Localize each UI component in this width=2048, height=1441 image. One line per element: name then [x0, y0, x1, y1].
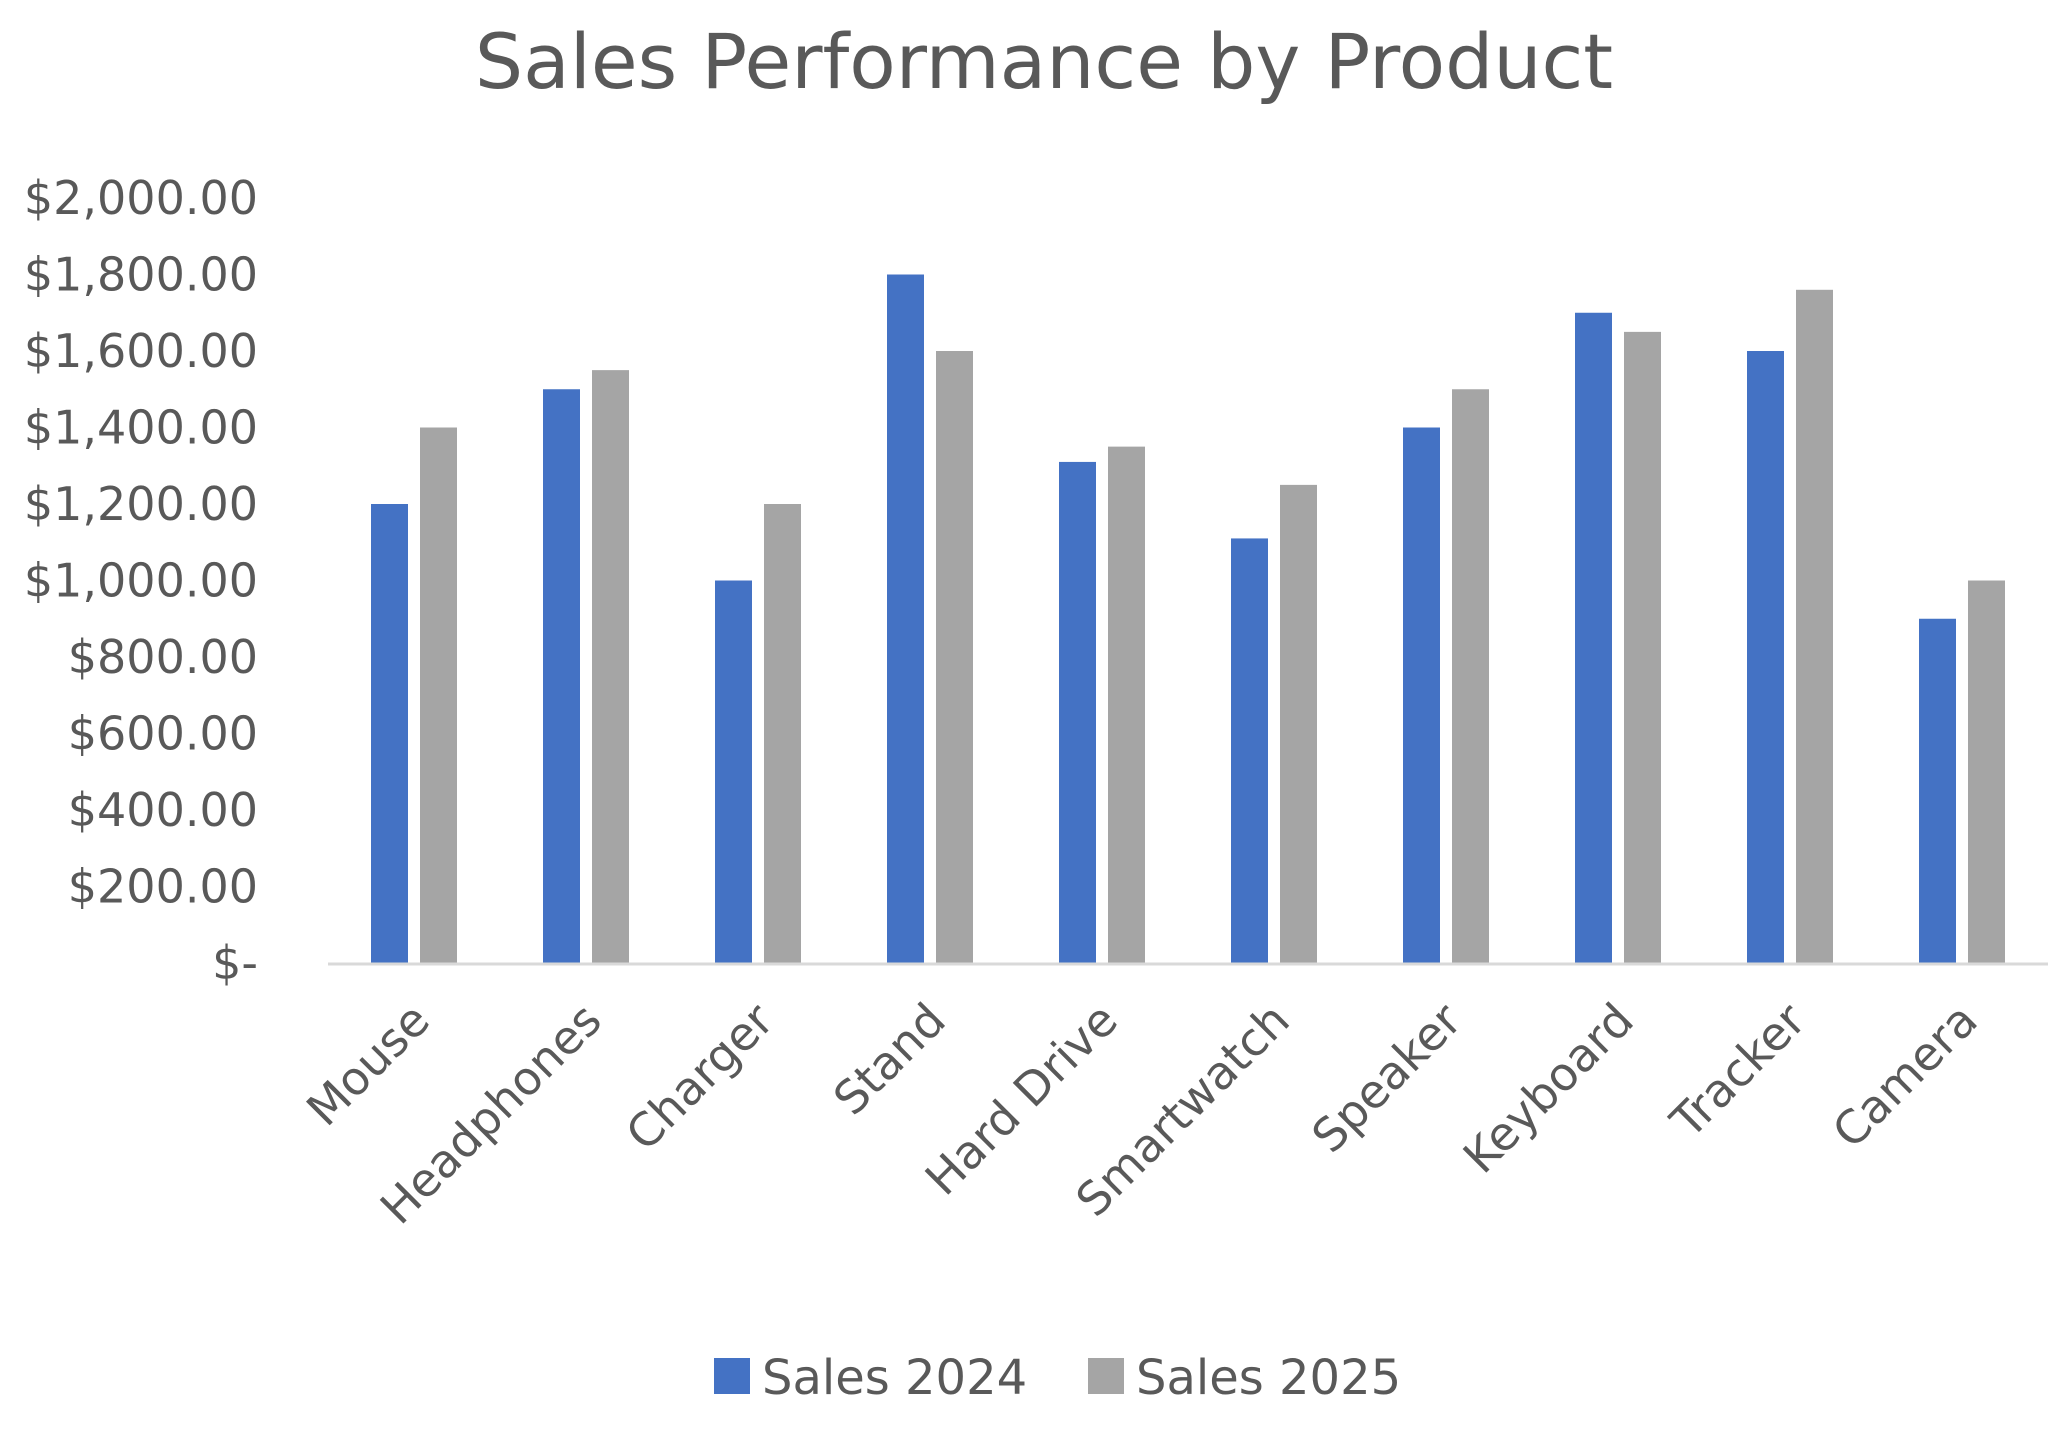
x-tick-label: Mouse — [296, 993, 440, 1137]
bar-sales-2024-tracker — [1747, 351, 1784, 963]
legend-swatch-2 — [1088, 1358, 1124, 1394]
bar-sales-2025-tracker — [1796, 289, 1833, 963]
y-tick-label: $1,200.00 — [24, 477, 258, 531]
bar-sales-2025-hard-drive — [1108, 446, 1145, 963]
y-tick-label: $600.00 — [68, 707, 258, 761]
bar-sales-2024-hard-drive — [1059, 461, 1096, 963]
bar-sales-2024-smartwatch — [1231, 538, 1268, 963]
bar-sales-2024-mouse — [371, 504, 408, 963]
y-axis: $- $200.00 $400.00 $600.00 $800.00 $1,000.00 $… — [24, 171, 258, 990]
y-tick-label: $400.00 — [68, 783, 258, 837]
bar-sales-2025-smartwatch — [1280, 484, 1317, 963]
legend-label-2: Sales 2025 — [1136, 1350, 1401, 1406]
bars — [371, 274, 2005, 963]
bar-sales-2024-headphones — [543, 389, 580, 963]
legend-label-1: Sales 2024 — [762, 1350, 1027, 1406]
x-tick-label: Speaker — [1301, 993, 1472, 1164]
bar-sales-2025-mouse — [420, 427, 457, 963]
legend: Sales 2024 Sales 2025 — [714, 1350, 1401, 1406]
y-tick-label: $1,600.00 — [24, 324, 258, 378]
bar-sales-2025-camera — [1968, 580, 2005, 963]
y-tick-label: $1,000.00 — [24, 554, 258, 608]
bar-sales-2025-speaker — [1452, 389, 1489, 963]
y-tick-label: $2,000.00 — [24, 171, 258, 225]
x-tick-label: Tracker — [1660, 993, 1816, 1149]
bar-sales-2025-headphones — [592, 370, 629, 963]
y-tick-label: $1,400.00 — [24, 401, 258, 455]
x-tick-label: Charger — [615, 993, 783, 1161]
y-tick-label: $800.00 — [68, 630, 258, 684]
bar-sales-2024-stand — [887, 274, 924, 963]
x-tick-label: Stand — [823, 993, 956, 1126]
x-tick-label: Keyboard — [1453, 993, 1644, 1184]
bar-sales-2024-speaker — [1403, 427, 1440, 963]
bar-sales-2025-charger — [764, 504, 801, 963]
legend-swatch-1 — [714, 1358, 750, 1394]
y-tick-label: $- — [212, 936, 258, 990]
y-tick-label: $1,800.00 — [24, 248, 258, 302]
bar-sales-2024-camera — [1919, 618, 1956, 963]
chart-title: Sales Performance by Product — [475, 17, 1613, 106]
x-tick-label: Camera — [1822, 993, 1988, 1159]
bar-sales-2025-stand — [936, 351, 973, 963]
bar-sales-2024-keyboard — [1575, 312, 1612, 963]
bar-sales-2024-charger — [715, 580, 752, 963]
y-tick-label: $200.00 — [68, 860, 258, 914]
bar-sales-2025-keyboard — [1624, 331, 1661, 963]
